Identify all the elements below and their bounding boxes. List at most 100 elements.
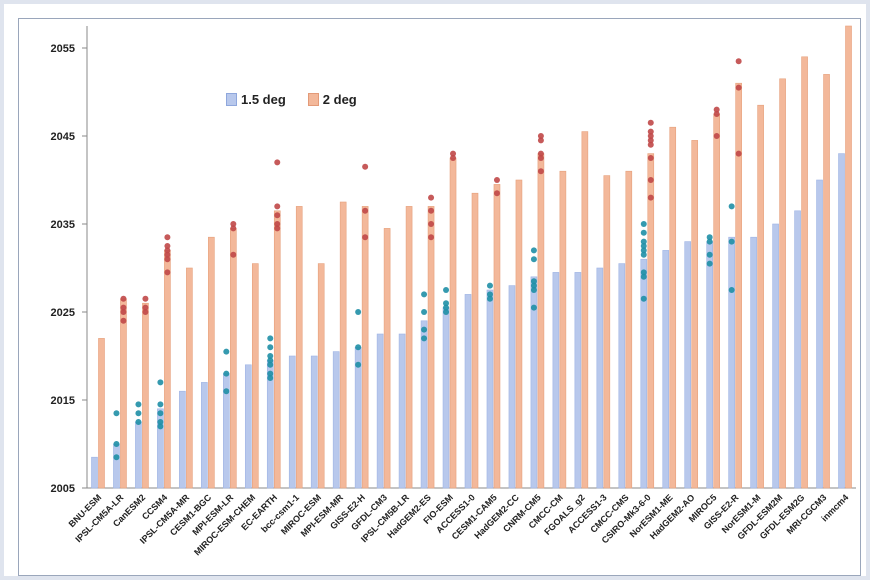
dot-2-deg xyxy=(537,155,544,161)
bar-2-deg xyxy=(383,228,391,489)
bar-1-5-deg xyxy=(179,390,186,489)
bar-1-5-deg xyxy=(288,355,296,489)
dot-1-5-deg xyxy=(706,260,713,267)
bar-1-5-deg xyxy=(135,421,142,489)
dot-1-5-deg xyxy=(223,370,230,377)
dot-1-5-deg xyxy=(421,326,428,333)
dot-2-deg xyxy=(362,163,369,170)
bar-1-5-deg xyxy=(332,351,340,489)
bar-1-5-deg xyxy=(244,364,252,489)
bar-1-5-deg xyxy=(772,223,779,489)
bar-1-5-deg xyxy=(662,250,670,489)
bar-1-5-deg xyxy=(530,276,538,489)
bar-1-5-deg xyxy=(508,285,516,489)
bar-1-5-deg xyxy=(640,258,648,489)
dot-1-5-deg xyxy=(486,295,493,302)
dot-2-deg xyxy=(142,295,149,302)
bar-2-deg xyxy=(186,267,193,489)
dot-1-5-deg xyxy=(135,410,142,417)
dot-1-5-deg xyxy=(728,238,735,245)
dot-2-deg xyxy=(230,225,237,232)
dot-2-deg xyxy=(735,150,742,157)
dot-1-5-deg xyxy=(486,291,493,298)
dot-1-5-deg xyxy=(135,401,142,408)
dot-2-deg xyxy=(164,243,171,249)
bar-2-deg xyxy=(427,206,435,489)
dot-1-5-deg xyxy=(640,295,647,302)
bar-1-5-deg xyxy=(838,153,845,489)
dot-1-5-deg xyxy=(113,441,120,447)
bar-2-deg xyxy=(603,175,611,489)
dot-1-5-deg xyxy=(728,203,735,210)
bar-2-deg xyxy=(273,210,281,489)
bar-1-5-deg xyxy=(442,307,450,489)
bar-1-5-deg xyxy=(552,272,560,489)
dot-2-deg xyxy=(647,177,654,183)
dot-2-deg xyxy=(164,269,171,276)
dot-2-deg xyxy=(164,256,171,263)
dot-2-deg xyxy=(274,221,281,227)
dot-1-5-deg xyxy=(267,335,274,342)
dot-1-5-deg xyxy=(728,287,735,293)
legend-swatch-2-deg xyxy=(307,93,319,106)
bar-1-5-deg xyxy=(354,346,362,489)
dot-2-deg xyxy=(450,150,457,157)
dot-2-deg xyxy=(142,304,149,311)
dot-1-5-deg xyxy=(530,247,537,254)
dot-1-5-deg xyxy=(443,287,450,293)
dot-2-deg xyxy=(647,128,654,135)
bar-2-deg xyxy=(735,82,742,489)
dot-1-5-deg xyxy=(530,282,537,289)
dot-2-deg xyxy=(164,251,171,258)
dot-2-deg xyxy=(713,111,720,117)
y-tick-label: 2005 xyxy=(51,483,75,495)
dot-1-5-deg xyxy=(267,344,274,351)
bar-2-deg xyxy=(647,153,655,489)
bar-1-5-deg xyxy=(420,320,428,489)
bar-2-deg xyxy=(779,78,786,489)
dot-2-deg xyxy=(647,194,654,201)
dot-1-5-deg xyxy=(267,361,274,368)
dot-2-deg xyxy=(493,190,500,197)
dot-2-deg xyxy=(537,137,544,144)
dot-1-5-deg xyxy=(421,291,428,298)
y-tick-label: 2025 xyxy=(51,307,75,319)
dot-2-deg xyxy=(713,133,720,139)
bar-2-deg xyxy=(339,201,347,489)
dot-2-deg xyxy=(537,150,544,157)
dot-1-5-deg xyxy=(355,309,362,315)
dot-1-5-deg xyxy=(113,454,120,461)
dot-1-5-deg xyxy=(530,278,537,285)
dot-2-deg xyxy=(274,159,281,166)
dot-1-5-deg xyxy=(157,423,164,430)
dot-1-5-deg xyxy=(267,353,274,359)
y-tick-label: 2035 xyxy=(51,219,75,231)
dot-1-5-deg xyxy=(640,229,647,236)
dot-2-deg xyxy=(120,309,127,315)
dot-2-deg xyxy=(164,247,171,254)
bar-1-5-deg xyxy=(376,333,384,489)
dot-2-deg xyxy=(120,304,127,311)
dot-2-deg xyxy=(647,133,654,139)
dot-2-deg xyxy=(428,207,435,214)
dot-2-deg xyxy=(142,309,149,315)
bar-2-deg xyxy=(691,140,699,489)
legend-item-1-5-deg: 1.5 deg xyxy=(226,92,286,107)
bar-2-deg xyxy=(471,192,479,489)
dot-1-5-deg xyxy=(223,388,230,395)
y-tick-label: 2045 xyxy=(51,131,75,143)
dot-1-5-deg xyxy=(530,304,537,311)
dot-1-5-deg xyxy=(157,419,164,425)
bar-2-deg xyxy=(251,263,259,489)
bar-1-5-deg xyxy=(684,241,692,489)
bar-2-deg xyxy=(493,184,501,489)
dot-2-deg xyxy=(428,234,435,241)
dot-1-5-deg xyxy=(355,361,362,368)
bar-1-5-deg xyxy=(794,210,801,489)
dot-2-deg xyxy=(120,317,127,324)
bar-1-5-deg xyxy=(91,456,98,489)
legend-swatch-1-5-deg xyxy=(226,93,237,106)
dot-1-5-deg xyxy=(443,309,450,315)
dot-2-deg xyxy=(735,58,742,65)
